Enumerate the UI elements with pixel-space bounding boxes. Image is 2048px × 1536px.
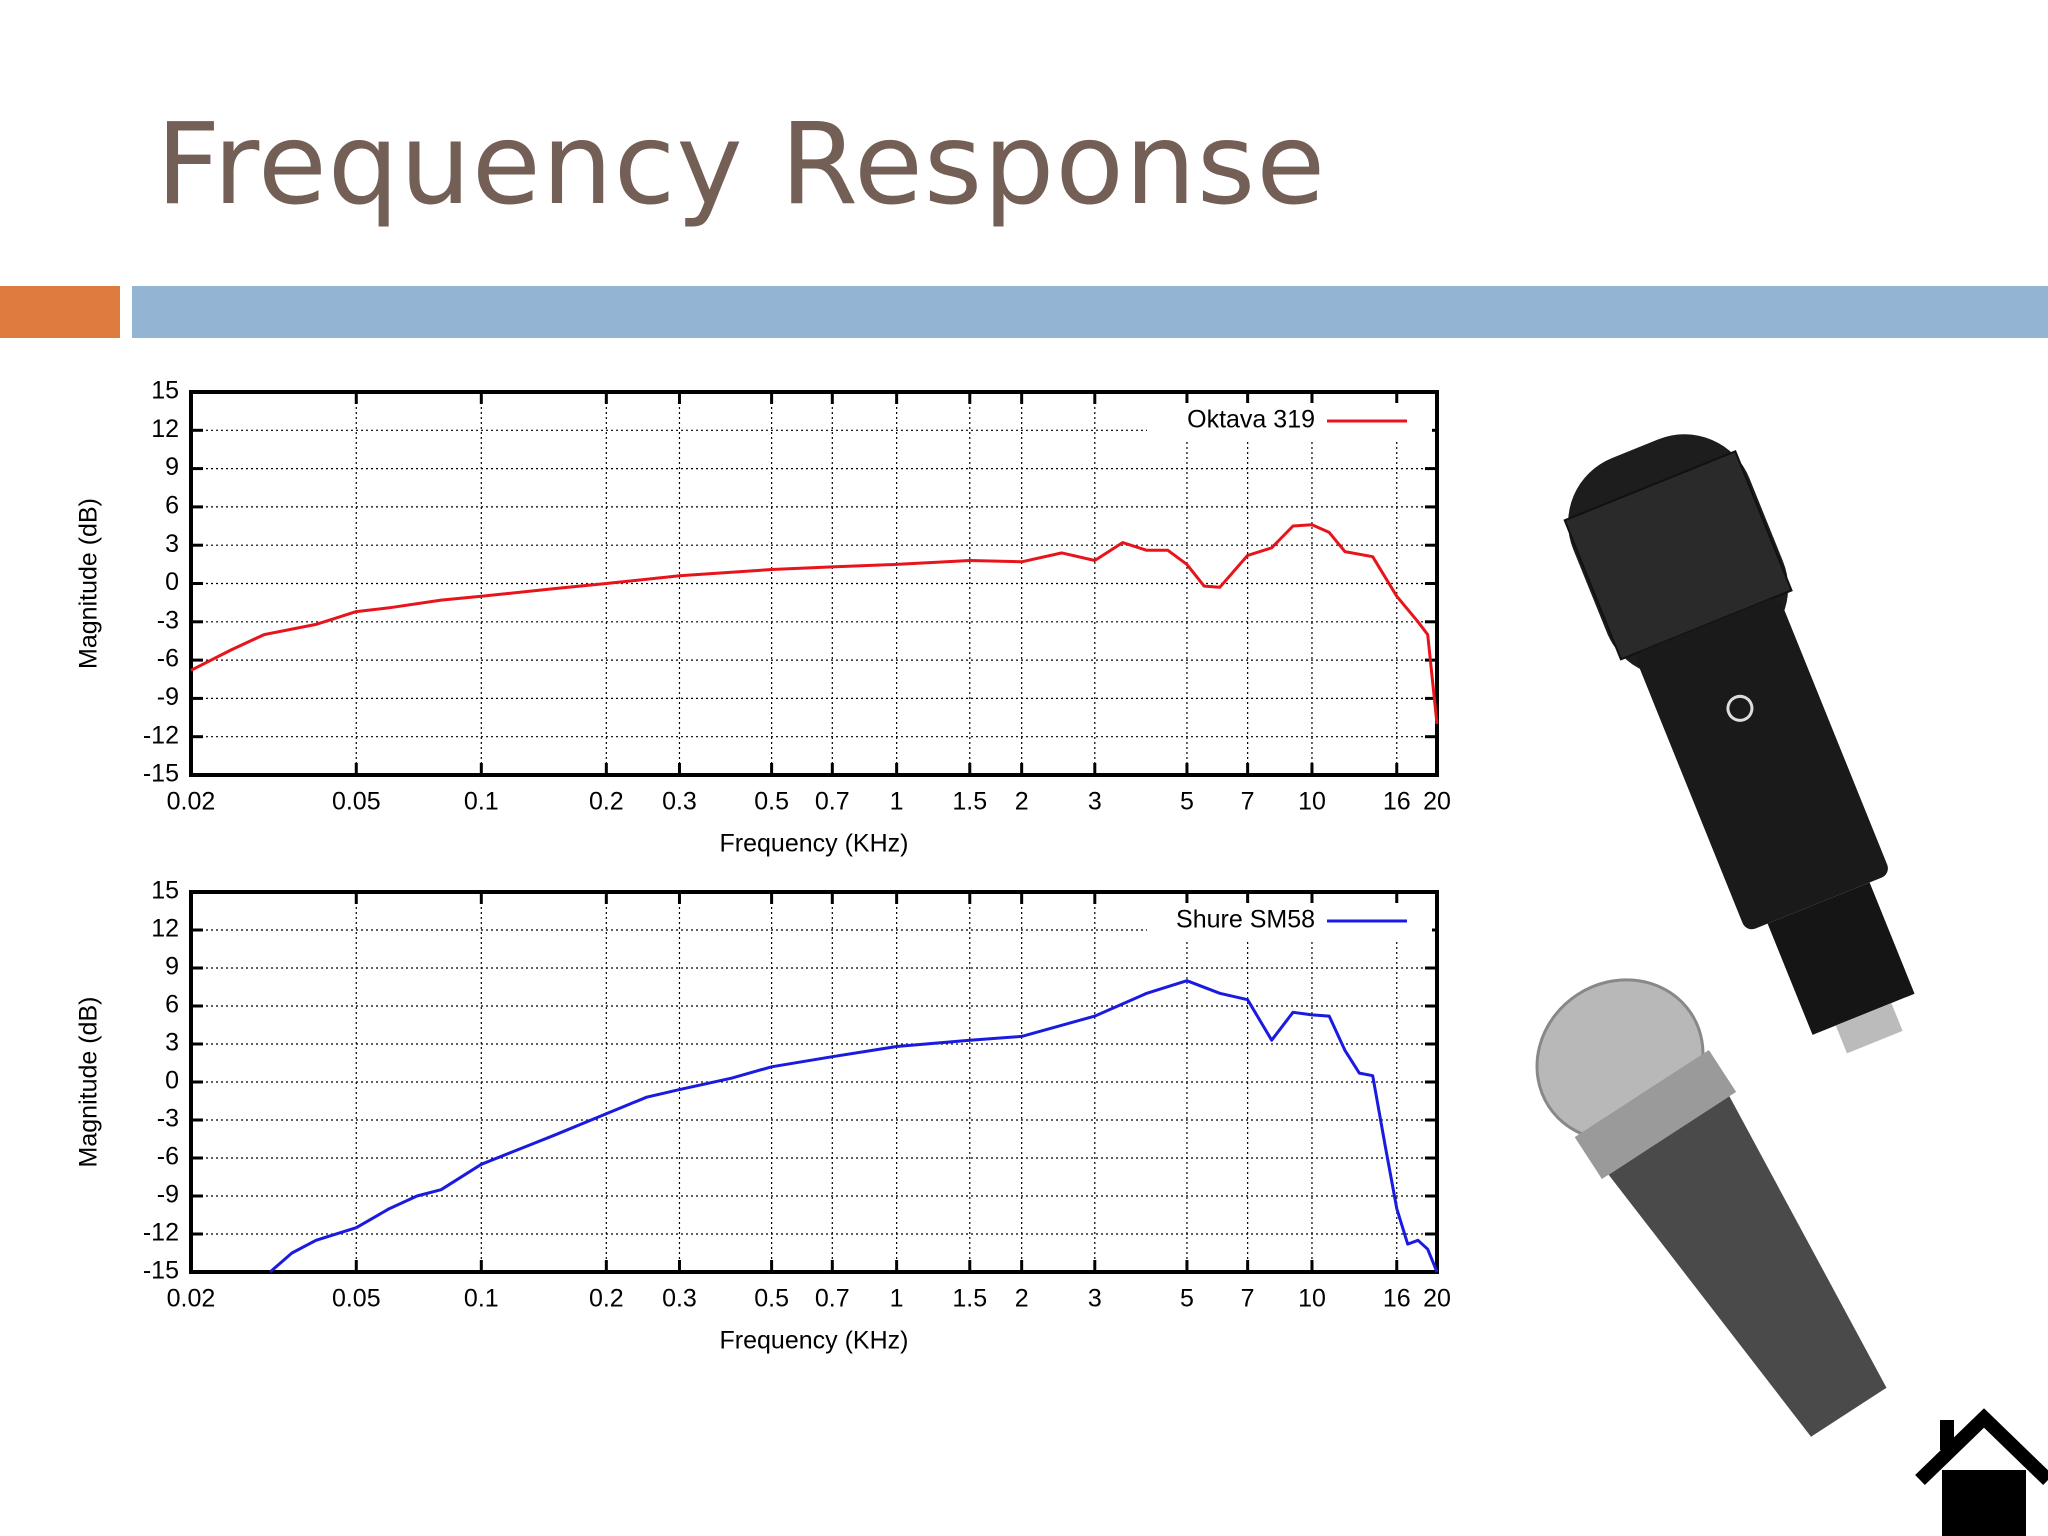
- y-tick-label: -9: [157, 683, 179, 711]
- y-tick-label: 12: [151, 415, 179, 443]
- x-tick-label: 1: [890, 788, 904, 816]
- x-axis-label: Frequency (KHz): [720, 830, 909, 858]
- y-tick-label: 0: [165, 1067, 179, 1095]
- x-tick-label: 0.7: [815, 788, 850, 816]
- x-tick-label: 0.7: [815, 1285, 850, 1313]
- y-tick-label: -12: [143, 1219, 179, 1247]
- x-tick-label: 3: [1088, 788, 1102, 816]
- y-tick-label: -9: [157, 1181, 179, 1209]
- y-tick-label: -15: [143, 1257, 179, 1285]
- y-axis-label: Magnitude (dB): [75, 997, 103, 1168]
- series-line: [269, 979, 1439, 1274]
- x-tick-label: 3: [1088, 1285, 1102, 1313]
- x-tick-label: 5: [1180, 1285, 1194, 1313]
- x-tick-label: 0.5: [754, 788, 789, 816]
- y-tick-label: 9: [165, 453, 179, 481]
- x-tick-label: 1: [890, 1285, 904, 1313]
- x-tick-label: 0.1: [464, 788, 499, 816]
- plot-frame: [189, 890, 1439, 1274]
- x-tick-label: 1.5: [952, 1285, 987, 1313]
- y-tick-label: -3: [157, 1105, 179, 1133]
- y-axis-label: Magnitude (dB): [75, 498, 103, 669]
- x-tick-label: 2: [1015, 1285, 1029, 1313]
- x-tick-label: 0.1: [464, 1285, 499, 1313]
- x-tick-label: 1.5: [952, 788, 987, 816]
- y-tick-label: 3: [165, 530, 179, 558]
- x-tick-label: 0.05: [332, 788, 381, 816]
- x-tick-label: 0.02: [167, 1285, 216, 1313]
- x-tick-label: 5: [1180, 788, 1194, 816]
- x-tick-label: 0.3: [662, 788, 697, 816]
- x-tick-label: 0.2: [589, 1285, 624, 1313]
- y-tick-label: -6: [157, 645, 179, 673]
- x-axis-label: Frequency (KHz): [720, 1327, 909, 1355]
- x-tick-label: 0.3: [662, 1285, 697, 1313]
- y-tick-label: 3: [165, 1029, 179, 1057]
- y-tick-label: 12: [151, 915, 179, 943]
- x-tick-label: 7: [1241, 1285, 1255, 1313]
- home-button[interactable]: [1915, 1408, 2048, 1536]
- y-tick-label: -15: [143, 760, 179, 788]
- x-tick-label: 16: [1383, 788, 1411, 816]
- x-tick-label: 20: [1423, 788, 1451, 816]
- plot-frame: [189, 390, 1439, 777]
- x-tick-label: 2: [1015, 788, 1029, 816]
- x-tick-label: 7: [1241, 788, 1255, 816]
- legend-label: Shure SM58: [1176, 906, 1315, 934]
- y-tick-label: -3: [157, 606, 179, 634]
- legend-label: Oktava 319: [1187, 406, 1315, 434]
- y-tick-label: 15: [151, 877, 179, 905]
- y-tick-label: 0: [165, 568, 179, 596]
- x-tick-label: 16: [1383, 1285, 1411, 1313]
- x-tick-label: 0.05: [332, 1285, 381, 1313]
- x-tick-label: 0.5: [754, 1285, 789, 1313]
- series-line: [190, 523, 1439, 725]
- slide-title: Frequency Response: [156, 100, 1327, 230]
- x-tick-label: 0.02: [167, 788, 216, 816]
- x-tick-label: 20: [1423, 1285, 1451, 1313]
- y-tick-label: 6: [165, 991, 179, 1019]
- x-tick-label: 0.2: [589, 788, 624, 816]
- y-tick-label: -6: [157, 1143, 179, 1171]
- y-tick-label: 6: [165, 492, 179, 520]
- y-tick-label: -12: [143, 721, 179, 749]
- header-bar: [132, 286, 2048, 338]
- x-tick-label: 10: [1298, 788, 1326, 816]
- y-tick-label: 15: [151, 377, 179, 405]
- dynamic-mic-image: [1535, 978, 1887, 1437]
- x-tick-label: 10: [1298, 1285, 1326, 1313]
- condenser-mic-image: [1563, 434, 1915, 1054]
- accent-bar: [0, 286, 120, 338]
- y-tick-label: 9: [165, 953, 179, 981]
